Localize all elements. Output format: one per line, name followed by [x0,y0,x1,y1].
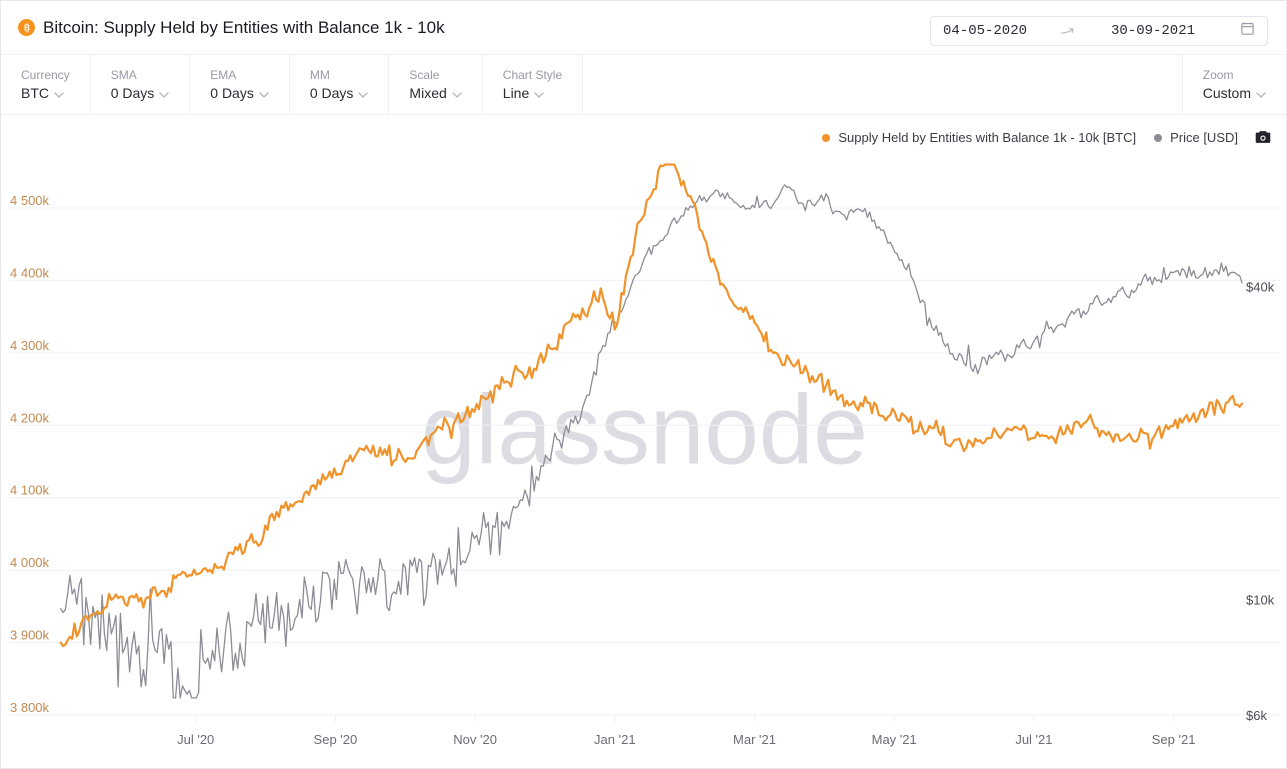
svg-text:Jul '21: Jul '21 [1015,732,1052,747]
svg-text:4 400k: 4 400k [10,265,50,280]
svg-text:4 100k: 4 100k [10,483,50,498]
svg-text:Sep '20: Sep '20 [314,732,358,747]
svg-text:3 900k: 3 900k [10,628,50,643]
svg-text:4 300k: 4 300k [10,338,50,353]
svg-text:$10k: $10k [1246,593,1275,608]
svg-text:4 000k: 4 000k [10,555,50,570]
svg-text:4 200k: 4 200k [10,410,50,425]
svg-text:Jan '21: Jan '21 [594,732,636,747]
svg-text:Jul '20: Jul '20 [177,732,214,747]
svg-text:4 500k: 4 500k [10,193,50,208]
svg-text:Sep '21: Sep '21 [1152,732,1196,747]
svg-text:May '21: May '21 [872,732,917,747]
svg-text:Nov '20: Nov '20 [453,732,497,747]
svg-text:Mar '21: Mar '21 [733,732,776,747]
svg-text:3 800k: 3 800k [10,700,50,715]
svg-text:B: B [24,23,30,32]
svg-text:$6k: $6k [1246,708,1267,723]
svg-text:$40k: $40k [1246,279,1275,294]
